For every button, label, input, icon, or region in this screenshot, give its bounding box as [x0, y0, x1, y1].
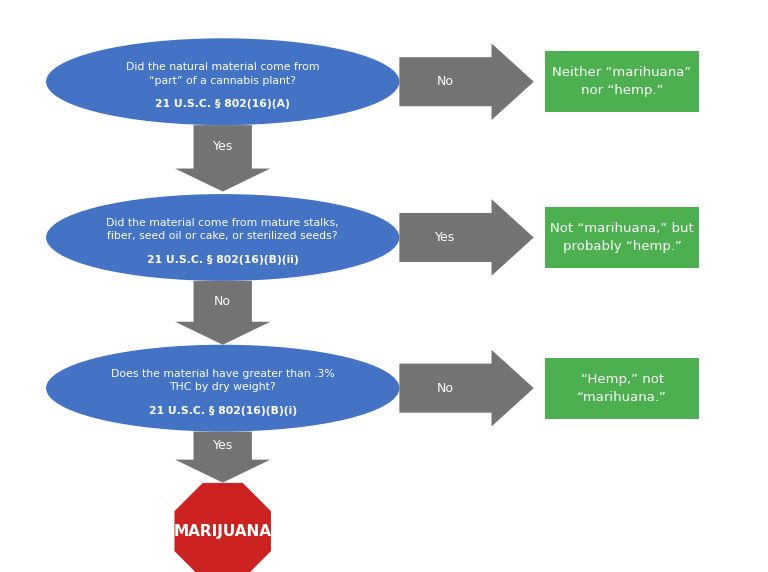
Text: Does the material have greater than .3%
THC by dry weight?: Does the material have greater than .3% …	[111, 369, 335, 392]
Text: Not “marihuana,” but
probably “hemp.”: Not “marihuana,” but probably “hemp.”	[550, 222, 694, 253]
Text: Did the material come from mature stalks,
fiber, seed oil or cake, or sterilized: Did the material come from mature stalks…	[107, 218, 339, 241]
Text: 21 U.S.C. § 802(16)(A): 21 U.S.C. § 802(16)(A)	[155, 100, 290, 109]
Text: No: No	[437, 382, 454, 395]
Polygon shape	[175, 125, 270, 192]
FancyBboxPatch shape	[545, 207, 699, 268]
Text: Yes: Yes	[213, 140, 233, 153]
Text: 21 U.S.C. § 802(16)(B)(i): 21 U.S.C. § 802(16)(B)(i)	[149, 406, 296, 416]
FancyBboxPatch shape	[545, 358, 699, 419]
Text: MARIJUANA: MARIJUANA	[174, 523, 272, 539]
Polygon shape	[399, 43, 534, 120]
FancyBboxPatch shape	[545, 51, 699, 112]
Ellipse shape	[46, 194, 399, 281]
Text: Yes: Yes	[435, 231, 455, 244]
Text: Yes: Yes	[213, 439, 233, 452]
Polygon shape	[175, 281, 270, 345]
Text: Did the natural material come from
“part” of a cannabis plant?: Did the natural material come from “part…	[126, 62, 319, 85]
Text: 21 U.S.C. § 802(16)(B)(ii): 21 U.S.C. § 802(16)(B)(ii)	[147, 255, 299, 265]
Text: No: No	[437, 75, 454, 88]
Text: Neither “marihuana”
nor “hemp.”: Neither “marihuana” nor “hemp.”	[552, 66, 692, 97]
Ellipse shape	[46, 38, 399, 125]
Text: “Hemp,” not
“marihuana.”: “Hemp,” not “marihuana.”	[577, 372, 667, 404]
Polygon shape	[174, 483, 271, 572]
Polygon shape	[399, 199, 534, 276]
Text: No: No	[214, 295, 231, 308]
Ellipse shape	[46, 345, 399, 431]
Polygon shape	[175, 431, 270, 483]
Polygon shape	[399, 350, 534, 427]
